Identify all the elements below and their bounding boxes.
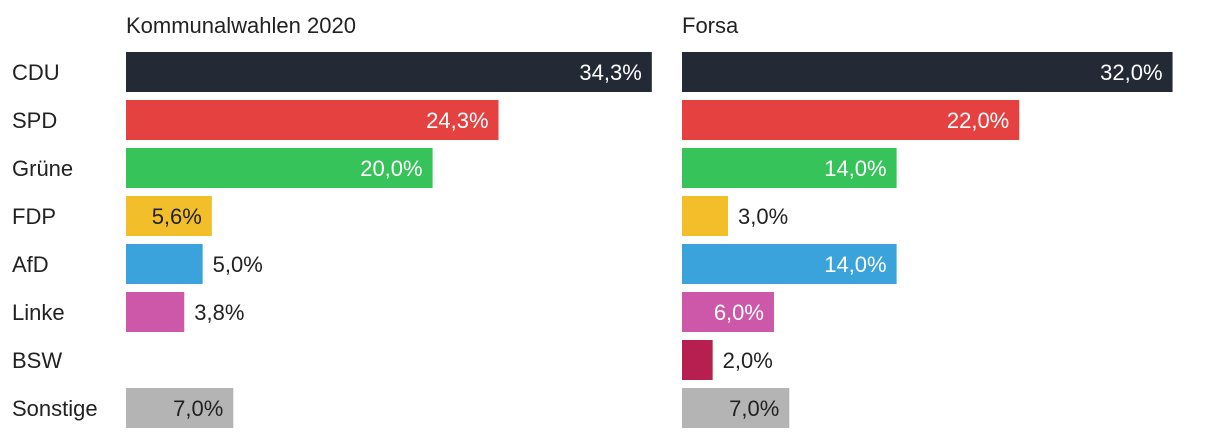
data-label-gruene: 14,0% — [824, 156, 886, 181]
bar-bsw — [682, 340, 713, 380]
bar-cdu — [682, 52, 1173, 92]
category-label-spd: SPD — [12, 108, 57, 133]
bar-linke — [682, 292, 774, 332]
data-label-gruene: 20,0% — [360, 156, 422, 181]
data-label-sonstige: 7,0% — [729, 396, 779, 421]
bar-gruene — [126, 148, 433, 188]
data-label-linke: 6,0% — [714, 300, 764, 325]
category-label-gruene: Grüne — [12, 156, 73, 181]
panel-kommunalwahlen: Kommunalwahlen 2020 34,3% 24,3%20,0% 5,6% 5,… — [126, 13, 652, 428]
bar-cdu — [126, 52, 652, 92]
data-label-sonstige: 7,0% — [173, 396, 223, 421]
data-label-cdu: 32,0% — [1100, 60, 1162, 85]
category-label-afd: AfD — [12, 252, 49, 277]
bar-spd — [126, 100, 499, 140]
data-label-fdp: 5,6% — [152, 204, 202, 229]
data-label-linke: 3,8% — [194, 300, 244, 325]
bar-sonstige — [682, 388, 790, 428]
bar-gruene — [682, 148, 897, 188]
bar-afd — [126, 244, 203, 284]
data-label-fdp: 3,0% — [738, 204, 788, 229]
bar-fdp — [126, 196, 212, 236]
category-label-cdu: CDU — [12, 60, 60, 85]
category-label-sonstige: Sonstige — [12, 396, 98, 421]
panel-forsa: Forsa 32,0% 22,0% 14,0% 3,0% 14,0% 6,0% 2,0% 7,0… — [682, 13, 1173, 428]
category-labels: CDU SPD Grüne FDP AfD Linke BSW Sonstige — [12, 60, 98, 421]
bar-sonstige — [126, 388, 234, 428]
bar-spd — [682, 100, 1020, 140]
category-label-linke: Linke — [12, 300, 65, 325]
data-label-bsw: 2,0% — [723, 348, 773, 373]
data-label-cdu: 34,3% — [579, 60, 641, 85]
data-label-afd: 14,0% — [824, 252, 886, 277]
panel-title: Forsa — [682, 13, 739, 38]
data-label-spd: 22,0% — [947, 108, 1009, 133]
category-label-fdp: FDP — [12, 204, 56, 229]
data-label-afd: 5,0% — [213, 252, 263, 277]
data-label-spd: 24,3% — [426, 108, 488, 133]
bar-linke — [126, 292, 185, 332]
category-label-bsw: BSW — [12, 348, 62, 373]
bar-afd — [682, 244, 897, 284]
panel-title: Kommunalwahlen 2020 — [126, 13, 356, 38]
bar-fdp — [682, 196, 728, 236]
